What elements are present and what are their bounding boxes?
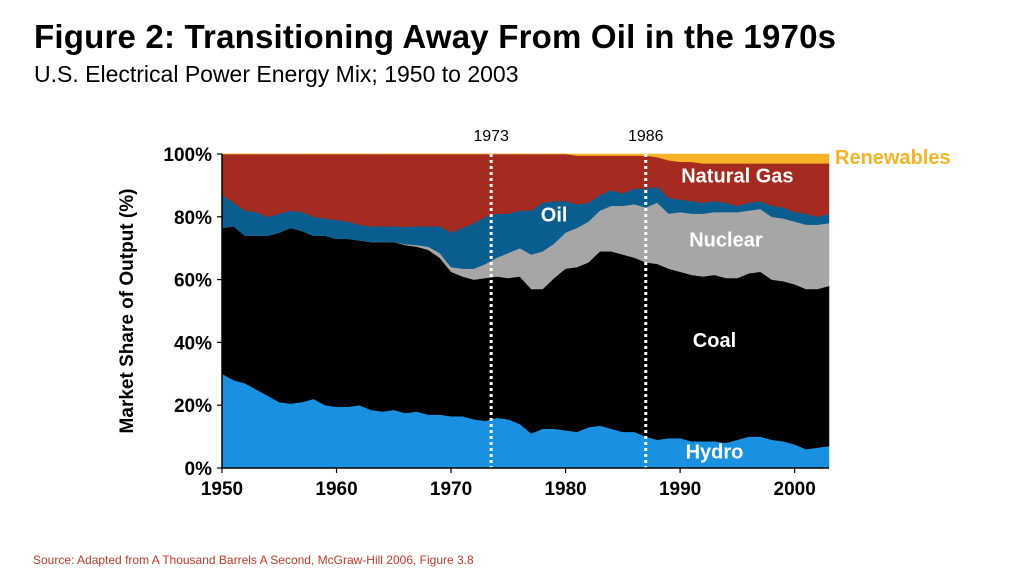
x-tick-label: 1980 xyxy=(544,479,586,500)
y-tick-label: 40% xyxy=(174,333,212,354)
page-title: Figure 2: Transitioning Away From Oil in… xyxy=(34,18,837,55)
series-label-renewables: Renewables xyxy=(835,147,951,169)
page-subtitle: U.S. Electrical Power Energy Mix; 1950 t… xyxy=(34,61,519,87)
series-label-natural-gas: Natural Gas xyxy=(681,165,793,187)
x-tick-label: 1960 xyxy=(315,479,357,500)
x-tick-label: 1950 xyxy=(201,479,243,500)
series-label-coal: Coal xyxy=(693,330,736,352)
area-renewables xyxy=(222,153,830,164)
y-tick-label: 20% xyxy=(174,396,212,417)
marker-label-1973: 1973 xyxy=(473,128,509,145)
marker-group: 1973 1986 xyxy=(473,128,664,468)
source-note: Source: Adapted from A Thousand Barrels … xyxy=(33,553,474,567)
series-label-hydro: Hydro xyxy=(686,442,744,464)
x-tick-label: 2000 xyxy=(774,479,816,500)
y-axis-title: Market Share of Output (%) xyxy=(117,189,138,434)
marker-label-1986: 1986 xyxy=(628,128,664,145)
series-label-nuclear: Nuclear xyxy=(689,230,763,252)
x-tick-label: 1970 xyxy=(430,479,472,500)
axes-group: 0% 20% 40% 60% 80% 100% 1950 1960 1970 1980 1990 20… xyxy=(117,145,829,500)
y-tick-label: 60% xyxy=(174,271,212,292)
y-tick-label: 100% xyxy=(163,145,212,166)
y-tick-label: 80% xyxy=(174,208,212,229)
series-labels-group: Hydro Coal Nuclear Oil Natural Gas Renewables xyxy=(541,147,951,464)
x-tick-label: 1990 xyxy=(659,479,701,500)
y-tick-label: 0% xyxy=(185,459,213,480)
series-label-oil: Oil xyxy=(541,205,568,227)
area-series-group xyxy=(221,153,830,469)
